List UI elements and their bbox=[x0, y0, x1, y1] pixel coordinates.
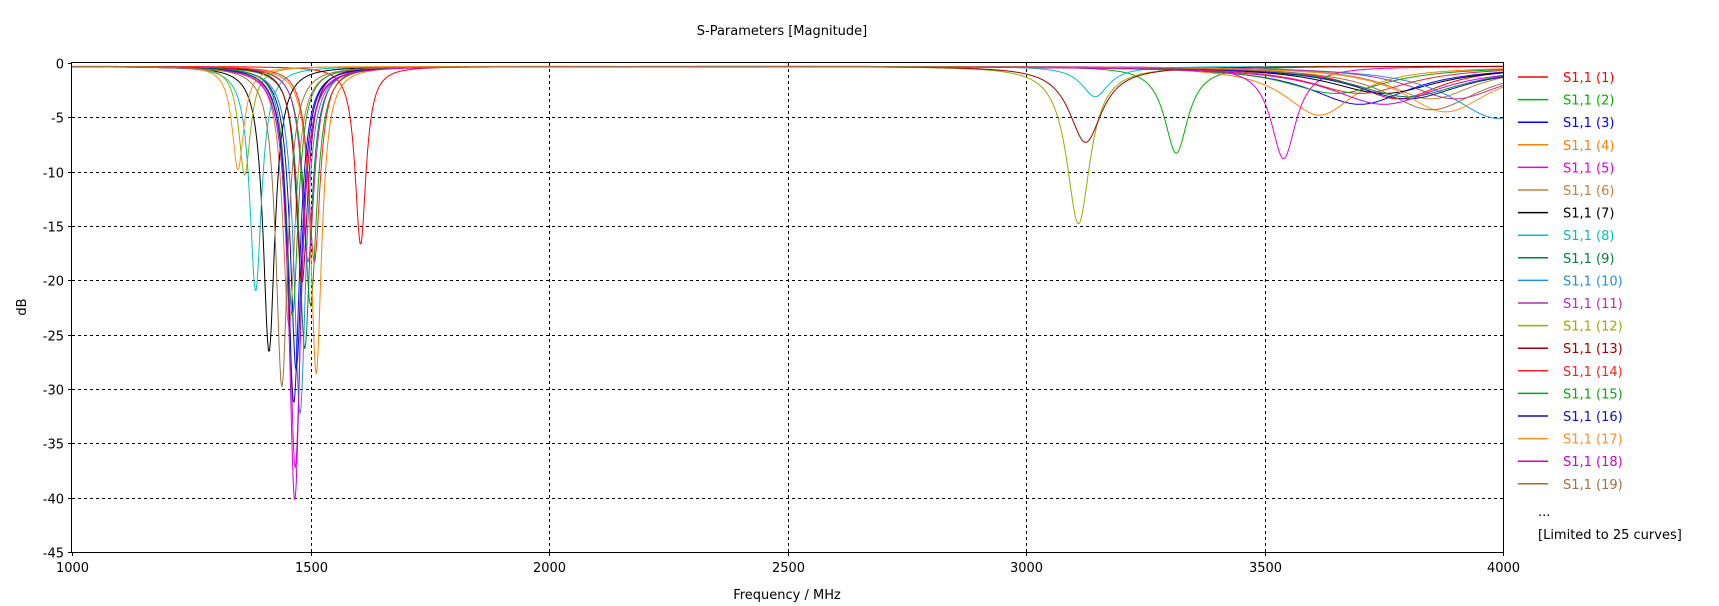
legend-entry: S1,1 (17) bbox=[1563, 433, 1623, 448]
y-tick-label: -30 bbox=[43, 384, 64, 399]
series-curves bbox=[72, 65, 1503, 500]
y-axis-label: dB bbox=[15, 298, 30, 315]
y-axis-ticks: 0 -5 -10 -15 -20 -25 -30 -35 -40 -45 bbox=[43, 58, 72, 562]
x-tick-label: 2500 bbox=[772, 561, 805, 576]
legend-entry: S1,1 (2) bbox=[1563, 94, 1614, 109]
x-tick-label: 3000 bbox=[1010, 561, 1043, 576]
legend-ellipsis: ... bbox=[1538, 505, 1550, 520]
y-tick-label: -40 bbox=[43, 493, 64, 508]
y-tick-label: -15 bbox=[43, 221, 64, 236]
legend-entry: S1,1 (14) bbox=[1563, 365, 1623, 380]
legend-entry: S1,1 (3) bbox=[1563, 116, 1614, 131]
legend-entry: S1,1 (15) bbox=[1563, 387, 1623, 402]
legend-entry: S1,1 (16) bbox=[1563, 410, 1623, 425]
x-tick-label: 3500 bbox=[1249, 561, 1282, 576]
legend-entry: S1,1 (7) bbox=[1563, 207, 1614, 222]
y-tick-label: -35 bbox=[43, 438, 64, 453]
grid-lines bbox=[72, 63, 1503, 552]
y-tick-label: -10 bbox=[43, 167, 64, 182]
x-axis-ticks: 1000 1500 2000 2500 3000 3500 4000 bbox=[56, 552, 1520, 576]
y-tick-label: 0 bbox=[56, 58, 64, 73]
legend-entry: S1,1 (19) bbox=[1563, 478, 1623, 493]
legend-entry: S1,1 (5) bbox=[1563, 161, 1614, 176]
legend-entry: S1,1 (8) bbox=[1563, 229, 1614, 244]
legend-entry: S1,1 (18) bbox=[1563, 455, 1623, 470]
legend-entry: S1,1 (1) bbox=[1563, 71, 1614, 86]
legend-entry: S1,1 (13) bbox=[1563, 342, 1623, 357]
y-tick-label: -5 bbox=[51, 112, 64, 127]
legend-entry: S1,1 (6) bbox=[1563, 184, 1614, 199]
chart-title: S-Parameters [Magnitude] bbox=[697, 24, 868, 39]
legend-entry: S1,1 (9) bbox=[1563, 252, 1614, 267]
x-tick-label: 4000 bbox=[1487, 561, 1520, 576]
legend-limit-note: [Limited to 25 curves] bbox=[1538, 528, 1682, 543]
x-tick-label: 1500 bbox=[295, 561, 328, 576]
x-tick-label: 1000 bbox=[56, 561, 89, 576]
x-tick-label: 2000 bbox=[533, 561, 566, 576]
legend-entry: S1,1 (4) bbox=[1563, 139, 1614, 154]
series-line-19 bbox=[72, 66, 1503, 387]
y-tick-label: -45 bbox=[43, 547, 64, 562]
y-tick-label: -25 bbox=[43, 330, 64, 345]
y-tick-label: -20 bbox=[43, 275, 64, 290]
legend: S1,1 (1) S1,1 (2) S1,1 (3) S1,1 (4) S1,1 (5)… bbox=[1518, 71, 1623, 493]
legend-entry: S1,1 (11) bbox=[1563, 297, 1623, 312]
x-axis-label: Frequency / MHz bbox=[733, 588, 841, 603]
legend-entry: S1,1 (12) bbox=[1563, 320, 1623, 335]
legend-entry: S1,1 (10) bbox=[1563, 274, 1623, 289]
